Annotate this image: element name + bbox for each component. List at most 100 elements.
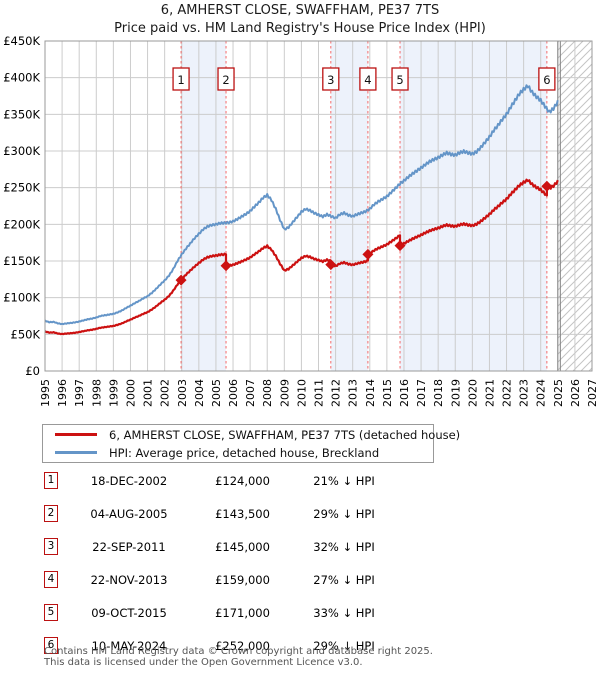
sale-row-2: 2 04-AUG-2005 £143,500 29% ↓ HPI [44,505,564,525]
sale-point-3 [325,259,337,271]
price-history-chart: 1 2 3 4 5 6 £0 £50K £100K £150K £200K £250K £300K £35… [3,34,599,407]
sale-point-4 [362,248,374,260]
sale-price: £124,000 [215,474,270,488]
x-axis-label: 1996 [56,379,69,407]
ownership-band [400,41,547,371]
x-axis-label: 2023 [518,379,531,407]
x-axis-label: 2026 [569,379,582,407]
x-axis-label: 1997 [73,379,86,407]
sale-number-badge: 4 [44,571,58,588]
y-axis-label: £350K [3,107,40,121]
property-price-line [44,178,559,336]
sale-price: £159,000 [215,573,270,587]
footer-line-2: This data is licensed under the Open Gov… [44,656,363,668]
sale-number-badge: 1 [44,472,58,489]
sale-date: 22-SEP-2011 [92,540,166,554]
sale-hpi-diff: 21% ↓ HPI [313,474,375,488]
sale-marker-box-6 [538,67,556,91]
sale-marker-box-2 [217,67,235,91]
x-axis-label: 1995 [39,379,52,407]
x-axis-label: 2025 [552,379,565,407]
sale-row-1: 1 18-DEC-2002 £124,000 21% ↓ HPI [44,472,564,492]
y-axis-label: £400K [3,71,40,85]
x-axis-label: 2003 [176,379,189,407]
sale-number-badge: 5 [44,604,58,621]
sale-marker-number-4: 4 [364,73,371,87]
sale-marker-box-5 [391,67,409,91]
x-axis-label: 2027 [586,379,599,407]
sale-marker-box-3 [322,67,340,91]
x-axis-label: 2005 [210,379,223,407]
legend-line-hpi-icon [55,451,97,454]
sale-number-badge: 6 [44,637,58,654]
x-axis-label: 2017 [415,379,428,407]
sale-price: £252,000 [215,639,270,653]
legend-label-hpi: HPI: Average price, detached house, Brec… [109,445,380,460]
sale-price: £143,500 [215,507,270,521]
x-axis-label: 2016 [398,379,411,407]
sale-marker-box-1 [172,67,190,91]
sale-date: 04-AUG-2005 [90,507,168,521]
x-axis-label: 2006 [227,379,240,407]
page-subtitle: Price paid vs. HM Land Registry's House … [114,21,486,36]
hpi-line [44,84,559,326]
legend-row-property: 6, AMHERST CLOSE, SWAFFHAM, PE37 7TS (de… [43,426,460,444]
x-axis-label: 2019 [449,379,462,407]
sale-hpi-diff: 33% ↓ HPI [313,606,375,620]
x-axis-label: 2015 [381,379,394,407]
sale-point-1 [175,274,187,286]
plot-border [44,40,593,372]
chart-legend: 6, AMHERST CLOSE, SWAFFHAM, PE37 7TS (de… [42,424,460,463]
y-axis-label: £100K [3,291,40,305]
sale-point-2 [220,260,232,272]
sale-marker-number-1: 1 [177,73,184,87]
x-axis-label: 2002 [159,379,172,407]
y-axis-label: £0 [25,364,40,378]
sale-hpi-diff: 29% ↓ HPI [313,639,375,653]
sale-marker-number-2: 2 [222,73,229,87]
sale-marker-box-4 [359,67,377,91]
sale-hpi-diff: 32% ↓ HPI [313,540,375,554]
x-axis-label: 2004 [193,379,206,407]
x-axis-label: 1998 [90,379,103,407]
sale-date: 09-OCT-2015 [91,606,167,620]
x-axis-label: 2001 [142,379,155,407]
y-axis-label: £200K [3,217,40,231]
sale-date: 10-MAY-2024 [91,639,167,653]
x-axis-label: 2012 [330,379,343,407]
y-axis-label: £450K [3,34,40,48]
x-axis-label: 2010 [295,379,308,407]
x-axis-label: 2022 [501,379,514,407]
x-axis-label: 2007 [244,379,257,407]
legend-row-hpi: HPI: Average price, detached house, Brec… [43,444,433,462]
x-axis-label: 2020 [466,379,479,407]
sale-marker-number-5: 5 [396,73,403,87]
sale-number-badge: 2 [44,505,58,522]
x-axis-label: 2021 [483,379,496,407]
x-axis-label: 2014 [364,379,377,407]
legend-line-property-icon [55,433,97,436]
ownership-band [330,41,368,371]
y-axis-label: £50K [11,327,41,341]
ownership-band [181,41,227,371]
sale-price: £145,000 [215,540,270,554]
x-axis-label: 2013 [347,379,360,407]
sale-number-badge: 3 [44,538,58,555]
footer-line-1: Contains HM Land Registry data © Crown c… [44,646,433,657]
footer: Contains HM Land Registry data © Crown c… [44,646,433,668]
sale-hpi-diff: 29% ↓ HPI [313,507,375,521]
x-axis-label: 2008 [261,379,274,407]
x-axis-label: 1999 [107,379,120,407]
sale-date: 22-NOV-2013 [90,573,168,587]
x-axis-label: 2024 [535,379,548,407]
y-axis-label: £250K [3,181,40,195]
sale-row-3: 3 22-SEP-2011 £145,000 32% ↓ HPI [44,538,564,558]
sale-marker-number-3: 3 [327,73,334,87]
legend-label-property: 6, AMHERST CLOSE, SWAFFHAM, PE37 7TS (de… [109,427,461,442]
y-axis-label: £300K [3,144,40,158]
x-axis-label: 2009 [278,379,291,407]
sale-marker-number-6: 6 [543,73,550,87]
x-axis-label: 2018 [432,379,445,407]
page-title: 6, AMHERST CLOSE, SWAFFHAM, PE37 7TS [160,3,440,18]
sale-row-4: 4 22-NOV-2013 £159,000 27% ↓ HPI [44,571,564,591]
